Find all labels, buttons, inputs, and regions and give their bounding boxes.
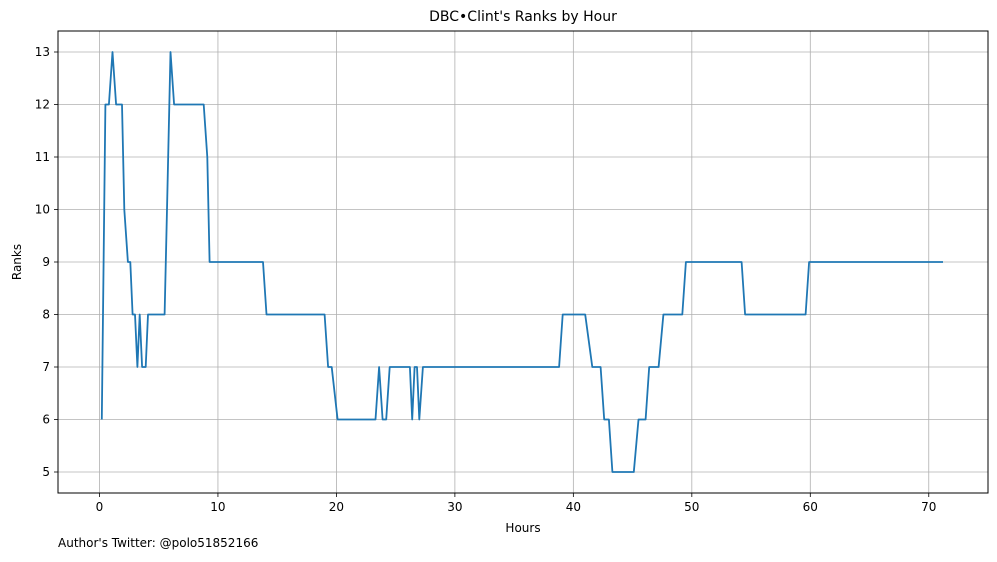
y-tick-label: 11 bbox=[35, 150, 50, 164]
y-tick-label: 5 bbox=[42, 465, 50, 479]
y-tick-label: 13 bbox=[35, 45, 50, 59]
y-tick-label: 10 bbox=[35, 203, 50, 217]
x-tick-label: 70 bbox=[921, 500, 936, 514]
y-axis-label: Ranks bbox=[10, 244, 24, 280]
rank-series-line bbox=[100, 51, 943, 473]
author-footnote: Author's Twitter: @polo51852166 bbox=[58, 536, 259, 550]
chart-title: DBC•Clint's Ranks by Hour bbox=[429, 9, 617, 25]
x-axis-label: Hours bbox=[505, 521, 540, 535]
x-tick-label: 0 bbox=[96, 500, 104, 514]
x-tick-label: 20 bbox=[329, 500, 344, 514]
y-tick-label: 9 bbox=[42, 255, 50, 269]
y-tick-label: 12 bbox=[35, 98, 50, 112]
x-tick-label: 60 bbox=[803, 500, 818, 514]
y-tick-label: 8 bbox=[42, 308, 50, 322]
axis-ticks: 0 10 20 30 40 50 60 70 5 6 7 8 9 10 11 12 13 bbox=[35, 45, 937, 514]
y-tick-label: 6 bbox=[42, 413, 50, 427]
x-tick-label: 10 bbox=[210, 500, 225, 514]
x-tick-label: 30 bbox=[447, 500, 462, 514]
x-tick-label: 50 bbox=[684, 500, 699, 514]
series-layer bbox=[100, 51, 943, 473]
y-tick-label: 7 bbox=[42, 360, 50, 374]
x-tick-label: 40 bbox=[566, 500, 581, 514]
